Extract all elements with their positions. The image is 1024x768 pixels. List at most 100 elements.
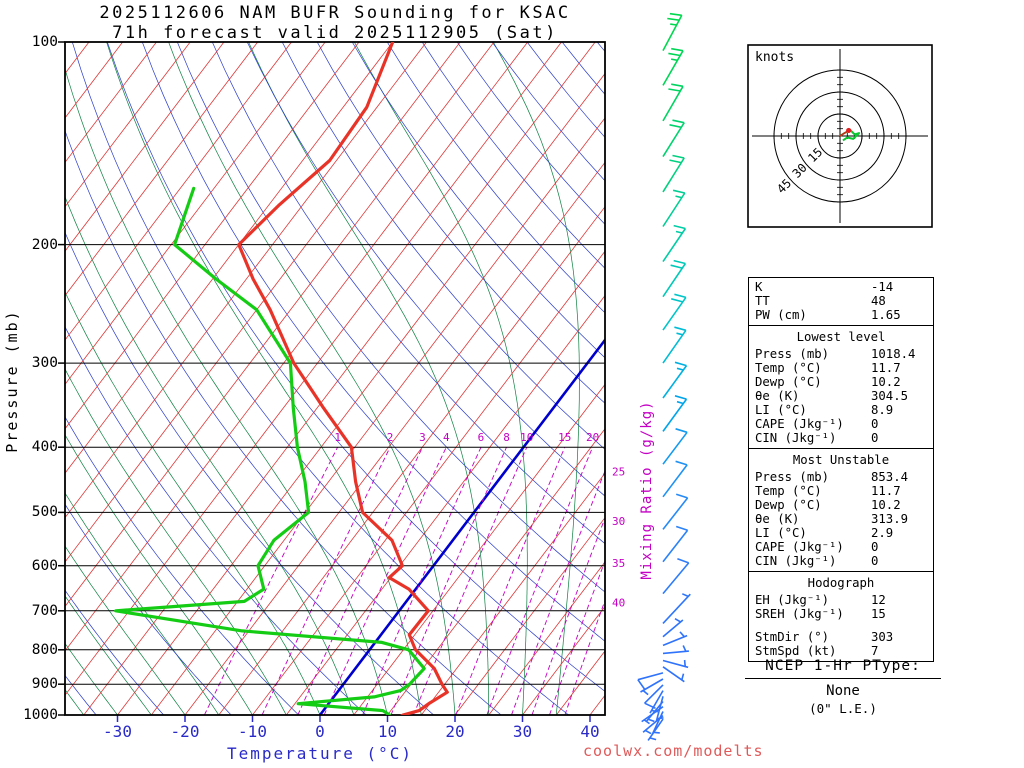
stats-row: LI (°C) 2.9 bbox=[749, 526, 933, 540]
stat-label: LI (°C) bbox=[755, 526, 807, 540]
sounding-profiles bbox=[114, 42, 449, 715]
stats-panel: K -14 TT 48 PW (cm) 1.65 Lowest level Press (mb… bbox=[748, 277, 934, 662]
dewpoint-curve bbox=[114, 186, 426, 715]
stat-value: 8.9 bbox=[871, 403, 894, 417]
hodograph-units-label: knots bbox=[755, 50, 795, 65]
stat-label: Press (mb) bbox=[755, 470, 830, 484]
stat-label: Dewp (°C) bbox=[755, 375, 822, 389]
wind-barb-column bbox=[637, 12, 691, 741]
stats-section: Hodograph EH (Jkg⁻¹) 12 SREH (Jkg⁻¹) 15 StmDi… bbox=[749, 571, 933, 661]
stats-section-title: Hodograph bbox=[807, 576, 875, 590]
stats-row: θe (K) 304.5 bbox=[749, 389, 933, 403]
temperature-tick-label: -10 bbox=[238, 722, 267, 741]
mixing-ratio-value: 30 bbox=[612, 515, 625, 528]
temperature-tick-label: -20 bbox=[170, 722, 200, 741]
mixing-ratio-value: 35 bbox=[612, 557, 625, 570]
temperature-curve bbox=[237, 42, 449, 715]
skewt-frame bbox=[58, 41, 606, 722]
stats-row: Press (mb) 853.4 bbox=[749, 470, 933, 484]
stat-label: PW (cm) bbox=[755, 308, 807, 322]
stat-value: 313.9 bbox=[871, 512, 909, 526]
hodograph-ring-label: 15 bbox=[805, 145, 825, 165]
mixing-ratio-value: 8 bbox=[503, 431, 510, 444]
mixing-ratio-value: 3 bbox=[419, 431, 426, 444]
stats-row: TT 48 bbox=[749, 294, 933, 308]
temperature-tick-label: 0 bbox=[315, 722, 325, 741]
pressure-tick-label: 300 bbox=[31, 355, 58, 372]
stats-row: Temp (°C) 11.7 bbox=[749, 361, 933, 375]
stat-value: 10.2 bbox=[871, 498, 901, 512]
stats-row bbox=[749, 621, 933, 630]
stats-row: LI (°C) 8.9 bbox=[749, 403, 933, 417]
stats-row: K -14 bbox=[749, 280, 933, 294]
stats-row: StmDir (°) 303 bbox=[749, 630, 933, 644]
page-title: 2025112606 NAM BUFR Sounding for KSAC bbox=[99, 3, 571, 23]
stat-label: CAPE (Jkg⁻¹) bbox=[755, 540, 844, 554]
stats-row: PW (cm) 1.65 bbox=[749, 308, 933, 322]
stat-value: 2.9 bbox=[871, 526, 894, 540]
stat-label: K bbox=[755, 280, 763, 294]
stat-value: 0 bbox=[871, 417, 879, 431]
pressure-tick-label: 800 bbox=[31, 641, 58, 658]
stat-label: Temp (°C) bbox=[755, 361, 822, 375]
stat-label: StmDir (°) bbox=[755, 630, 830, 644]
stat-value: 0 bbox=[871, 554, 879, 568]
footer-watermark: coolwx.com/modelts bbox=[583, 742, 764, 760]
stats-section-title: Lowest level bbox=[796, 330, 886, 344]
stat-value: 10.2 bbox=[871, 375, 901, 389]
hodograph-ring-label: 30 bbox=[790, 161, 810, 181]
stats-section: K -14 TT 48 PW (cm) 1.65 bbox=[749, 278, 933, 325]
stat-label: SREH (Jkg⁻¹) bbox=[755, 607, 844, 621]
hodograph-ring-label: 45 bbox=[774, 176, 794, 196]
stat-value: 1.65 bbox=[871, 308, 901, 322]
pressure-tick-label: 900 bbox=[31, 676, 58, 693]
stats-section: Most Unstable Press (mb) 853.4 Temp (°C) 11.… bbox=[749, 448, 933, 571]
stat-value: 0 bbox=[871, 540, 879, 554]
mixing-ratio-value: 2 bbox=[387, 431, 394, 444]
pressure-tick-label: 100 bbox=[31, 34, 58, 50]
mixing-ratio-value: 4 bbox=[443, 431, 450, 444]
stat-label: θe (K) bbox=[755, 389, 800, 403]
mixing-ratio-axis-label: Mixing Ratio (g/kg) bbox=[639, 400, 655, 580]
stat-label: CIN (Jkg⁻¹) bbox=[755, 554, 837, 568]
stats-row: CIN (Jkg⁻¹) 0 bbox=[749, 554, 933, 568]
stats-row: CAPE (Jkg⁻¹) 0 bbox=[749, 417, 933, 431]
temperature-tick-label: 10 bbox=[377, 722, 398, 741]
stat-value: 11.7 bbox=[871, 361, 901, 375]
stat-value: 11.7 bbox=[871, 484, 901, 498]
stat-label: θe (K) bbox=[755, 512, 800, 526]
stat-value: -14 bbox=[871, 280, 894, 294]
ptype-heading: NCEP 1-Hr PType: bbox=[745, 658, 941, 679]
stat-value: 7 bbox=[871, 644, 879, 658]
stats-row: Dewp (°C) 10.2 bbox=[749, 375, 933, 389]
pressure-tick-label: 500 bbox=[31, 504, 58, 521]
stat-value: 15 bbox=[871, 607, 886, 621]
page-subtitle: 71h forecast valid 2025112905 (Sat) bbox=[112, 23, 558, 43]
pressure-tick-label: 400 bbox=[31, 439, 58, 456]
stat-label: StmSpd (kt) bbox=[755, 644, 837, 658]
stat-value: 303 bbox=[871, 630, 894, 644]
ptype-value: None bbox=[826, 683, 860, 699]
stat-value: 0 bbox=[871, 431, 879, 445]
stat-value: 48 bbox=[871, 294, 886, 308]
stats-row: EH (Jkg⁻¹) 12 bbox=[749, 593, 933, 607]
temperature-tick-label: 40 bbox=[580, 722, 600, 741]
stat-value: 304.5 bbox=[871, 389, 909, 403]
pressure-tick-label: 700 bbox=[31, 602, 58, 619]
stat-label: CIN (Jkg⁻¹) bbox=[755, 431, 837, 445]
stats-row: Dewp (°C) 10.2 bbox=[749, 498, 933, 512]
storm-motion-dot bbox=[846, 127, 852, 134]
temperature-tick-label: -30 bbox=[103, 722, 132, 741]
stat-value: 12 bbox=[871, 593, 886, 607]
stats-row: CIN (Jkg⁻¹) 0 bbox=[749, 431, 933, 445]
stat-label: LI (°C) bbox=[755, 403, 807, 417]
stats-row: SREH (Jkg⁻¹) 15 bbox=[749, 607, 933, 621]
stat-label: Dewp (°C) bbox=[755, 498, 822, 512]
stat-label: TT bbox=[755, 294, 770, 308]
mixing-ratio-labels: 1 2 3 4 6 8 10 15 20 25 30 35 40 bbox=[334, 431, 625, 609]
stats-row: CAPE (Jkg⁻¹) 0 bbox=[749, 540, 933, 554]
pressure-tick-label: 200 bbox=[31, 236, 58, 253]
